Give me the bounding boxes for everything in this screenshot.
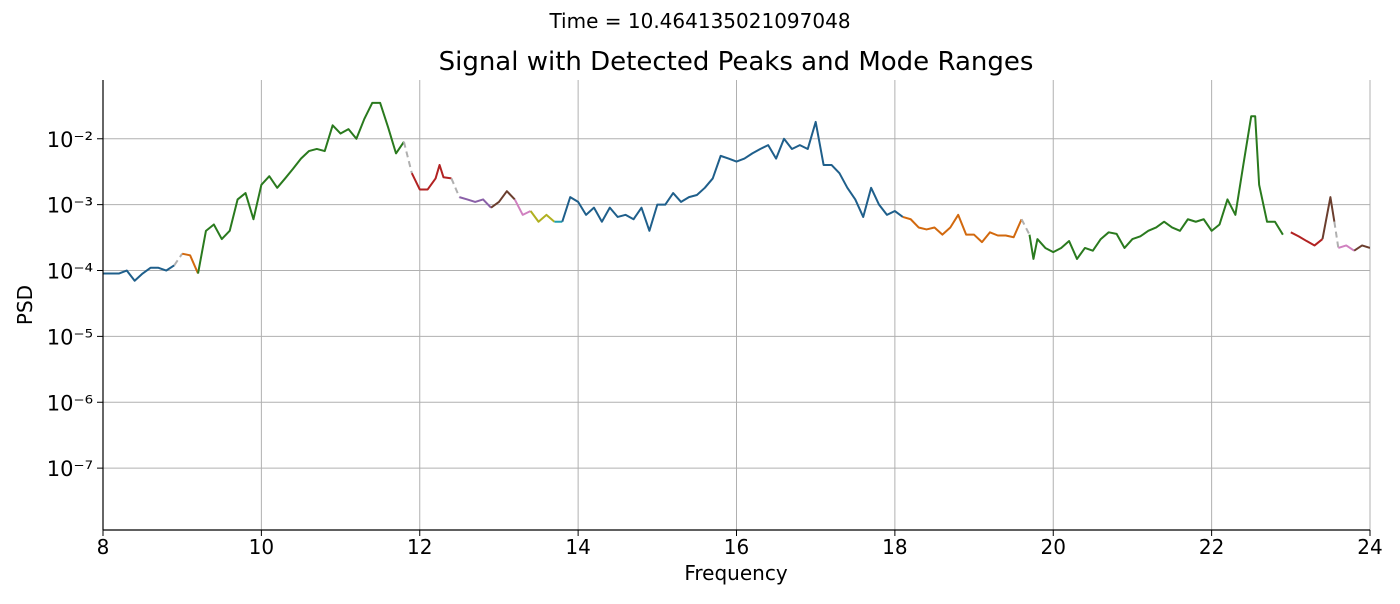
series-line: [1333, 221, 1340, 249]
series-line: [1028, 115, 1284, 260]
series-line: [1353, 244, 1370, 252]
x-tick-label: 12: [407, 535, 432, 559]
series-line: [410, 163, 452, 191]
series-line: [450, 178, 461, 198]
y-tick-label: 10⁻⁴: [47, 260, 93, 284]
series-line: [1338, 244, 1355, 252]
y-axis-label: PSD: [13, 285, 37, 325]
y-tick-label: 10⁻⁷: [47, 457, 93, 481]
x-tick-label: 10: [249, 535, 274, 559]
y-tick-label: 10⁻³: [47, 194, 93, 218]
x-tick-label: 8: [97, 535, 110, 559]
x-tick-label: 22: [1199, 535, 1224, 559]
series-line: [1020, 218, 1031, 236]
series-line: [459, 196, 492, 209]
suptitle: Time = 10.464135021097048: [548, 9, 850, 33]
series-line: [1321, 196, 1336, 240]
series-line: [103, 264, 175, 282]
series-line: [197, 101, 405, 274]
series-line: [529, 210, 556, 223]
x-tick-label: 24: [1357, 535, 1382, 559]
x-axis-label: Frequency: [684, 561, 787, 585]
series-line: [513, 198, 532, 216]
series-line: [402, 141, 413, 174]
series-line: [490, 190, 516, 209]
y-tick-label: 10⁻⁶: [47, 391, 93, 415]
grid: [102, 80, 1371, 530]
series-line: [173, 253, 184, 266]
series-line: [181, 252, 199, 274]
x-tick-label: 14: [565, 535, 590, 559]
series-line: [902, 213, 1023, 244]
x-tick-label: 16: [724, 535, 749, 559]
y-tick-label: 10⁻²: [47, 128, 93, 152]
plot-area: [103, 101, 1370, 282]
series-line: [561, 120, 904, 232]
x-tick-label: 20: [1041, 535, 1066, 559]
y-tick-label: 10⁻⁵: [47, 325, 93, 349]
chart-title: Signal with Detected Peaks and Mode Rang…: [439, 47, 1034, 77]
ticks: 8 10 12 14 16 18 20 22 24 10⁻⁷ 10⁻⁶ 10⁻⁵ 10⁻⁴ 10⁻³ 10⁻…: [47, 128, 1383, 559]
x-tick-label: 18: [882, 535, 907, 559]
series-line: [1290, 231, 1324, 247]
